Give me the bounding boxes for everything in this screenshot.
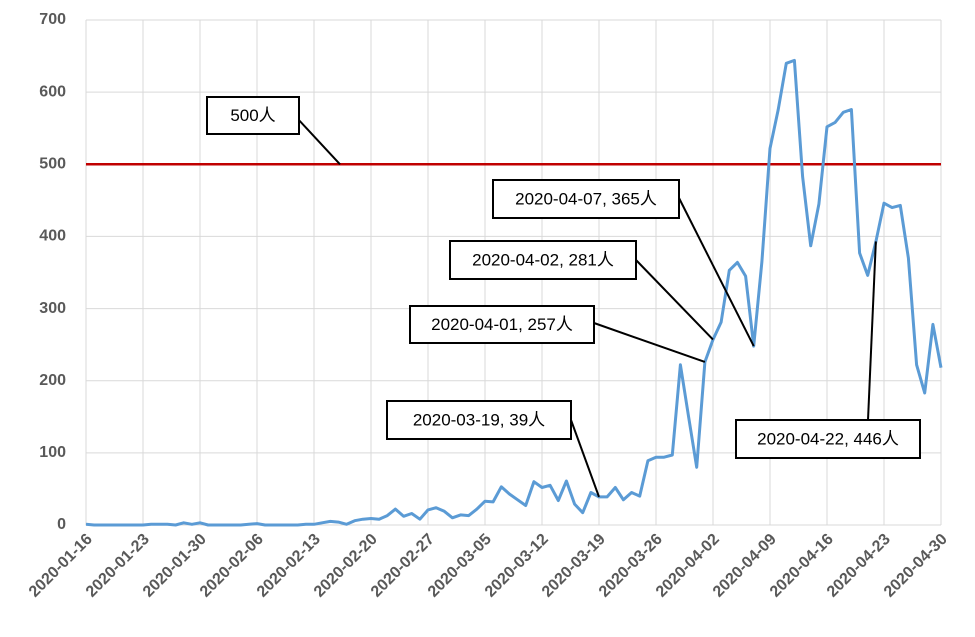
annotation-leader	[678, 197, 755, 347]
annotation-box	[206, 96, 300, 135]
y-tick-label: 700	[39, 11, 66, 28]
annotation-leader	[867, 241, 877, 421]
annotation-leader	[570, 419, 600, 498]
y-tick-label: 500	[39, 156, 66, 173]
annotation-text: 2020-04-02, 281人	[472, 250, 614, 269]
annotation-leader	[593, 322, 706, 363]
y-tick-label: 600	[39, 83, 66, 100]
y-tick-label: 400	[39, 228, 66, 245]
data-line	[85, 58, 943, 527]
y-tick-label: 100	[39, 444, 66, 461]
annotation-leader	[296, 117, 341, 165]
annotation-box	[449, 240, 637, 280]
annotation-text: 500人	[230, 106, 275, 125]
annotation-box	[409, 305, 595, 344]
annotation-leader	[635, 259, 714, 341]
annotation-box	[386, 400, 572, 440]
annotation-text: 2020-03-19, 39人	[413, 410, 545, 429]
annotation-text: 2020-04-01, 257人	[431, 315, 573, 334]
annotation-text: 2020-04-07, 365人	[515, 189, 657, 208]
annotation-text: 2020-04-22, 446人	[757, 429, 899, 448]
y-tick-label: 200	[39, 372, 66, 389]
y-tick-label: 0	[57, 516, 66, 533]
annotation-box	[735, 419, 921, 459]
y-tick-label: 300	[39, 300, 66, 317]
annotation-box	[492, 179, 680, 219]
